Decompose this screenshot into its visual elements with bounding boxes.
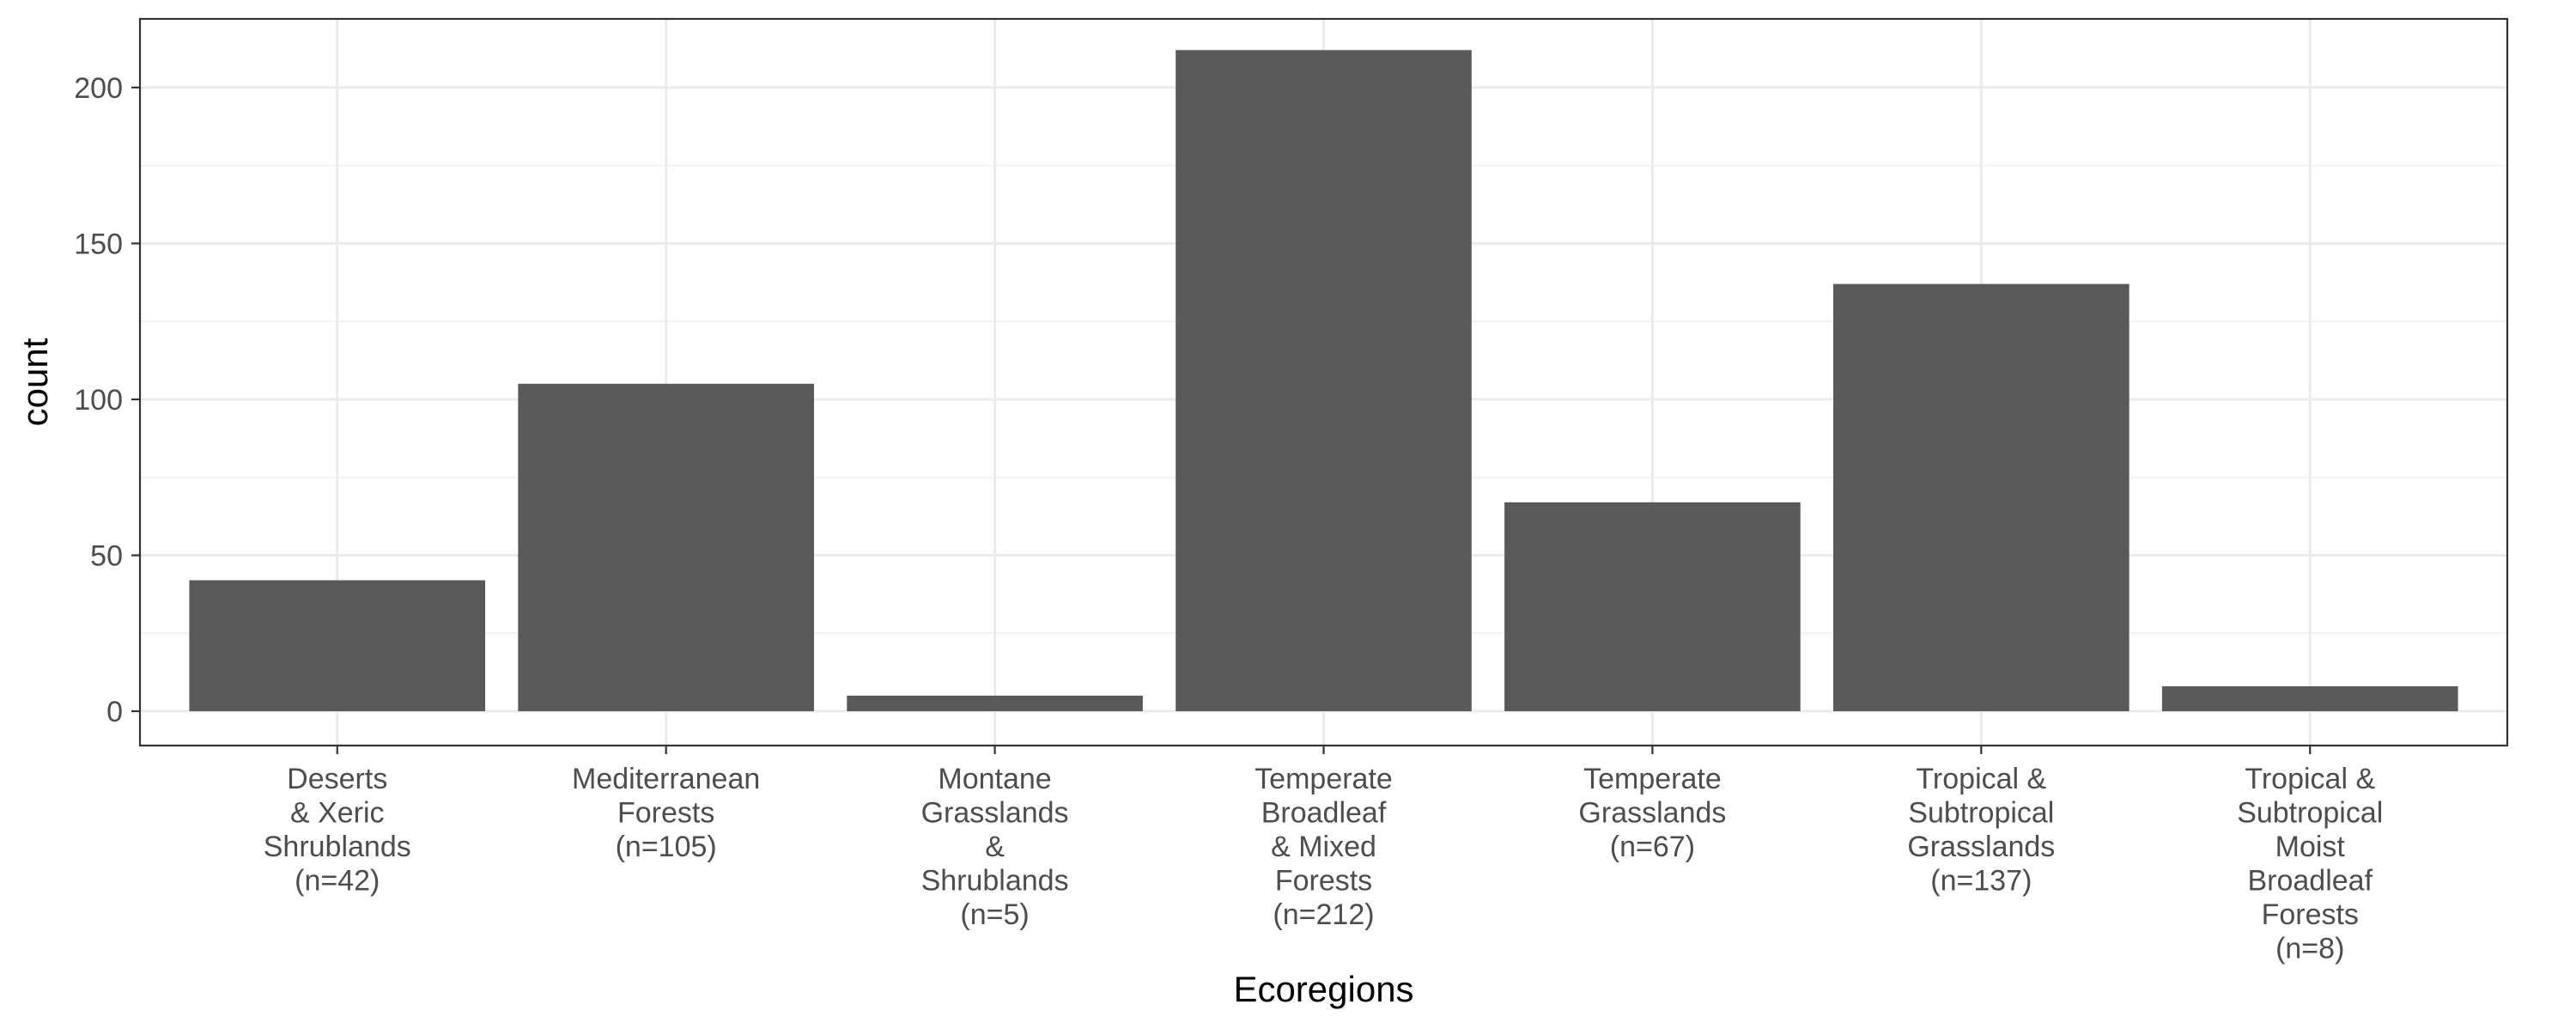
x-tick-label-line: Tropical & <box>1916 763 2046 795</box>
x-tick-label: Montane Grasslands & Shrublands (n=5) <box>921 763 1069 931</box>
bars <box>189 50 2458 712</box>
bar <box>2161 686 2458 712</box>
x-tick-label-line: Subtropical <box>1908 797 2054 830</box>
x-tick-label-line: & <box>985 831 1005 863</box>
bar <box>1833 283 2129 712</box>
x-tick-label-line: Subtropical <box>2237 797 2383 830</box>
x-tick-label-line: (n=67) <box>1610 831 1695 863</box>
x-tick-label-line: Grasslands <box>1578 797 1726 830</box>
x-tick-label-line: (n=137) <box>1930 865 2032 898</box>
x-axis: Deserts & Xeric Shrublands (n=42)Mediterran… <box>264 746 2383 965</box>
x-tick-label-line: Moist <box>2275 831 2346 863</box>
x-tick-label-line: & Xeric <box>290 797 385 830</box>
x-tick-label: Tropical & Subtropical Moist Broadleaf Fores… <box>2237 763 2383 965</box>
x-tick-label: Deserts & Xeric Shrublands (n=42) <box>264 763 411 898</box>
y-axis: 0 50 100 150 200 <box>74 72 140 728</box>
x-tick-label-line: (n=5) <box>960 898 1029 931</box>
x-tick-label-line: Grasslands <box>1907 831 2055 863</box>
y-tick-label: 0 <box>106 696 123 728</box>
x-tick-label-line: (n=42) <box>295 865 380 898</box>
x-tick-label-line: Forests <box>2262 898 2359 931</box>
y-tick-label: 200 <box>74 72 123 105</box>
x-tick-label-line: Tropical & <box>2245 763 2375 795</box>
y-tick-label: 150 <box>74 228 123 260</box>
bar <box>1504 502 1801 712</box>
x-tick-label-line: Shrublands <box>264 831 411 863</box>
x-tick-label-line: (n=105) <box>616 831 717 863</box>
x-tick-label-line: Forests <box>1275 865 1372 898</box>
bar <box>847 695 1143 712</box>
x-tick-label-line: (n=8) <box>2275 933 2344 965</box>
y-tick-label: 100 <box>74 384 123 417</box>
x-tick-label-line: Shrublands <box>921 865 1069 898</box>
x-tick-label-line: Temperate <box>1255 763 1393 795</box>
x-tick-label-line: (n=212) <box>1273 898 1374 931</box>
bar <box>518 383 814 712</box>
x-tick-label-line: Grasslands <box>921 797 1069 830</box>
x-tick-label-line: Mediterranean <box>572 763 760 795</box>
x-tick-label: Temperate Broadleaf & Mixed Forests (n=212) <box>1255 763 1393 931</box>
y-tick-label: 50 <box>90 540 123 573</box>
x-tick-label-line: Broadleaf <box>2247 865 2372 898</box>
x-tick-label: Mediterranean Forests (n=105) <box>572 763 760 863</box>
y-axis-title: count <box>15 338 55 426</box>
x-tick-label-line: Forests <box>617 797 714 830</box>
x-axis-title: Ecoregions <box>1233 969 1413 1009</box>
x-tick-label-line: Broadleaf <box>1261 797 1387 830</box>
bar <box>189 580 486 712</box>
bar <box>1176 50 1472 712</box>
x-tick-label-line: Temperate <box>1583 763 1722 795</box>
x-tick-label-line: Montane <box>938 763 1051 795</box>
x-tick-label-line: Deserts <box>287 763 387 795</box>
x-tick-label-line: & Mixed <box>1271 831 1376 863</box>
x-tick-label: Temperate Grasslands (n=67) <box>1578 763 1726 863</box>
x-tick-label: Tropical & Subtropical Grasslands (n=137) <box>1907 763 2055 898</box>
